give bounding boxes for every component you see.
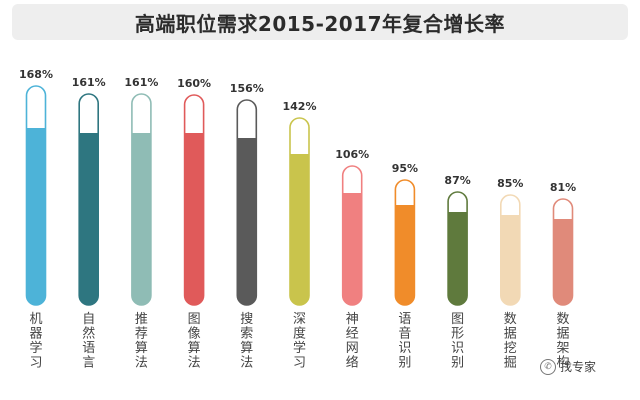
bar — [553, 219, 573, 305]
tick-label: 图像算法 — [188, 312, 201, 371]
tick-label: 数据挖掘 — [504, 312, 517, 371]
tick-label: 自然语言 — [82, 312, 95, 371]
bar — [237, 138, 257, 305]
bar — [448, 212, 468, 305]
tick-label: 图形识别 — [451, 312, 464, 371]
data-label: 160% — [177, 77, 211, 90]
data-label: 168% — [19, 68, 53, 81]
bar-group: 161% 自然语言 — [72, 76, 106, 371]
data-label: 87% — [444, 174, 470, 187]
data-label: 95% — [392, 162, 418, 175]
data-label: 161% — [72, 76, 106, 89]
data-label: 156% — [230, 82, 264, 95]
bar-group: 106% 神经网络 — [335, 148, 369, 371]
bar-group: 161% 推荐算法 — [124, 76, 158, 371]
bar — [26, 128, 46, 305]
bar-group: 95% 语音识别 — [392, 162, 418, 371]
bar-group: 85% 数据挖掘 — [497, 177, 523, 371]
data-label: 106% — [335, 148, 369, 161]
bar-group: 81% 数据架构 — [550, 181, 576, 371]
tick-label: 机器学习 — [29, 312, 42, 371]
bar-group: 156% 搜索算法 — [230, 82, 264, 371]
tick-label: 数据架构 — [556, 312, 569, 371]
watermark: ✆ 找专家 — [540, 358, 596, 375]
tick-label: 语音识别 — [398, 312, 411, 371]
data-label: 81% — [550, 181, 576, 194]
data-label: 161% — [124, 76, 158, 89]
tick-label: 搜索算法 — [240, 312, 253, 371]
data-label: 142% — [283, 100, 317, 113]
bar — [342, 193, 362, 305]
bar-group: 142% 深度学习 — [283, 100, 317, 371]
bar-group: 87% 图形识别 — [444, 174, 470, 371]
tick-label: 神经网络 — [346, 312, 359, 371]
wechat-icon: ✆ — [540, 358, 556, 375]
bar — [79, 133, 99, 305]
data-label: 85% — [497, 177, 523, 190]
tick-label: 深度学习 — [293, 312, 306, 371]
bar — [131, 133, 151, 305]
bar-group: 160% 图像算法 — [177, 77, 211, 371]
tick-label: 推荐算法 — [135, 312, 148, 371]
bar — [184, 133, 204, 305]
bar — [290, 154, 309, 305]
bar — [500, 215, 520, 305]
chart-title-bar: 高端职位需求2015-2017年复合增长率 — [12, 4, 628, 40]
bar — [395, 205, 415, 305]
bar-group: 168% 机器学习 — [19, 68, 53, 371]
watermark-text: 找专家 — [560, 360, 597, 374]
chart-title: 高端职位需求2015-2017年复合增长率 — [134, 11, 506, 36]
